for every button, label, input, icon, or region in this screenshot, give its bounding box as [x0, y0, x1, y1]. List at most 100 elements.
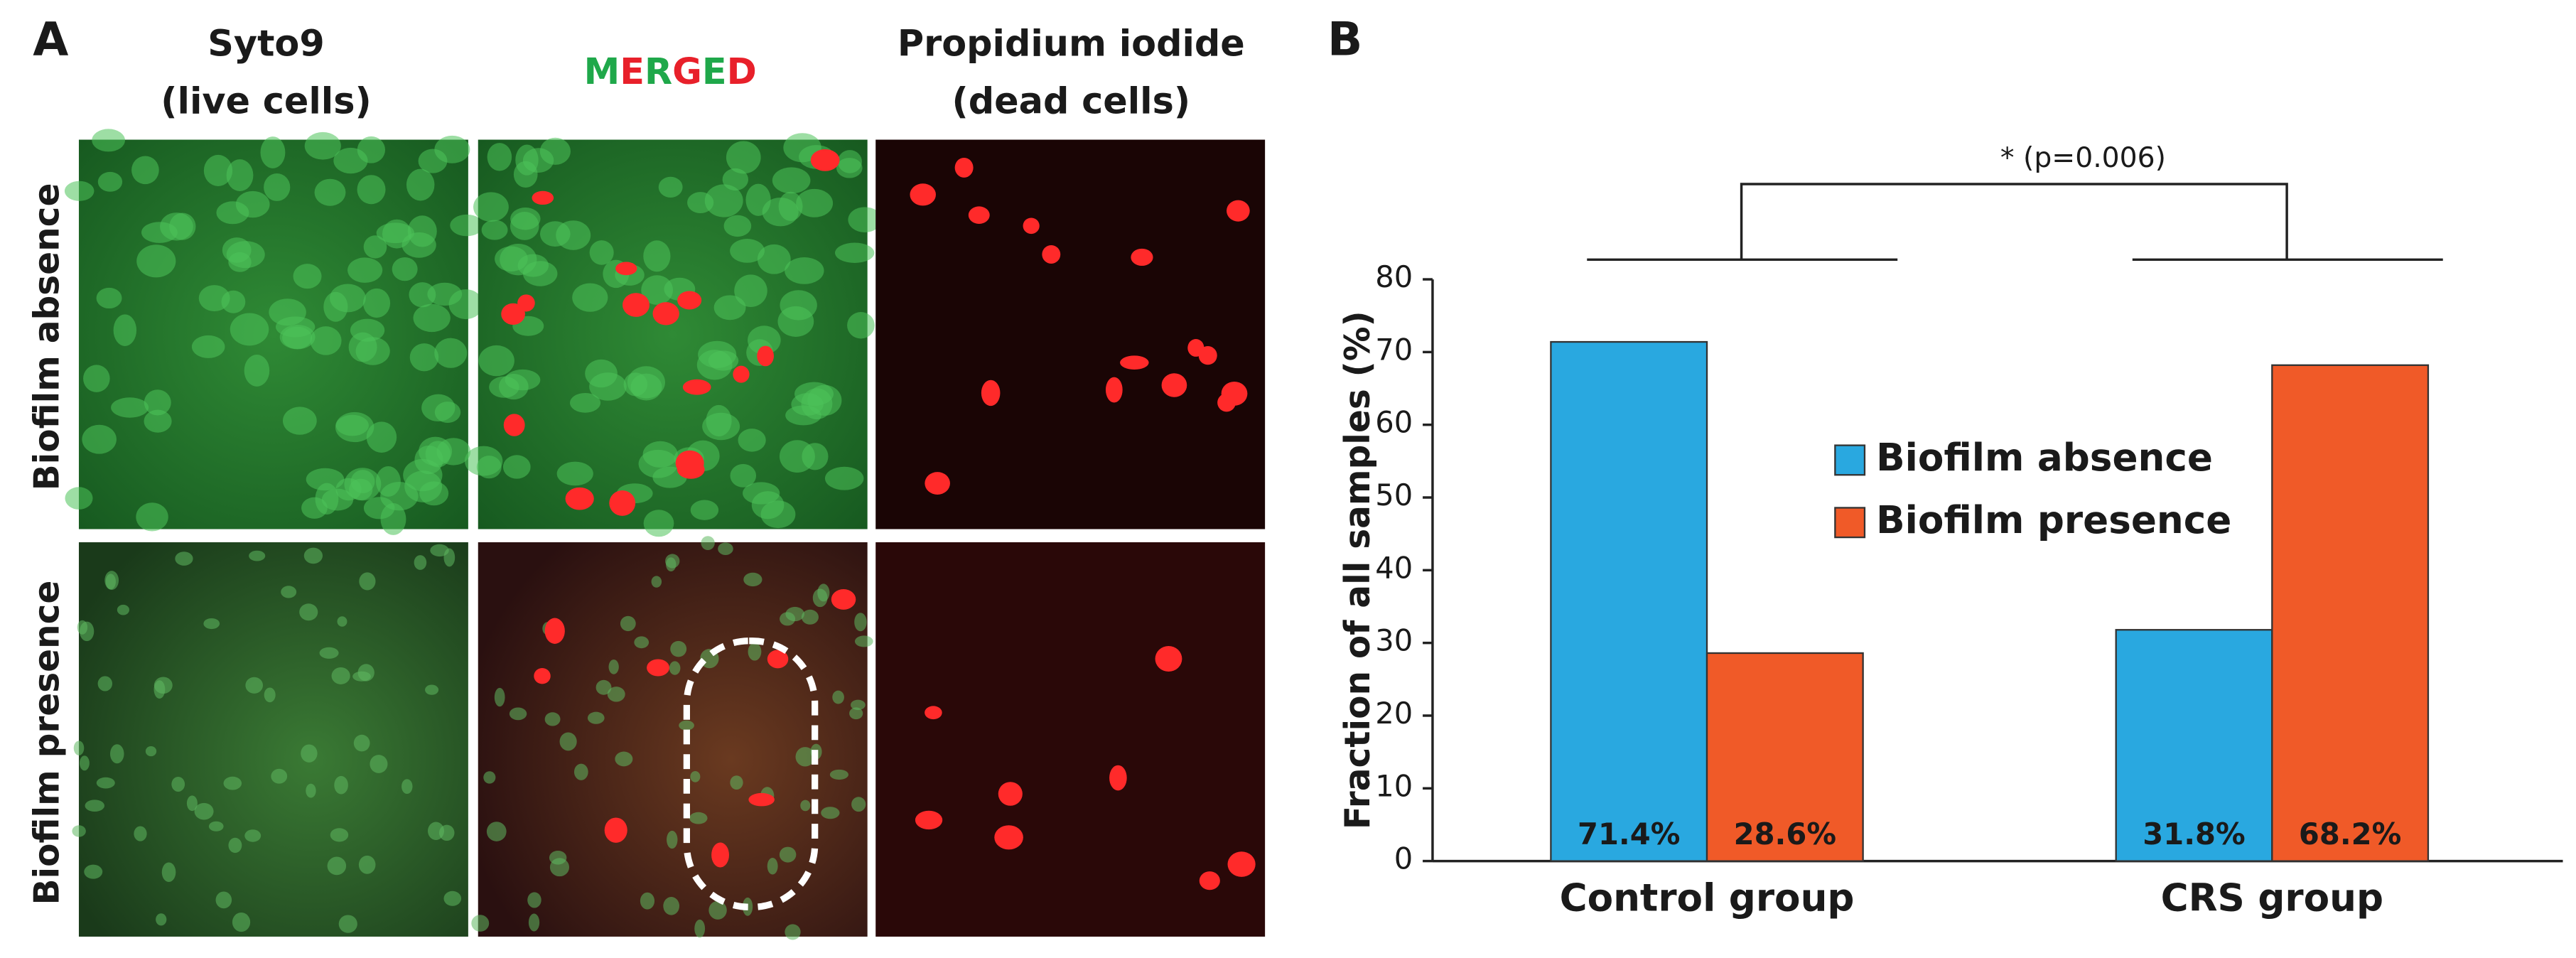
cell	[330, 284, 366, 313]
cell	[723, 215, 752, 237]
y-tick-label: 60	[1375, 405, 1413, 440]
cell	[104, 571, 119, 591]
cell	[136, 244, 176, 278]
dead-cell	[810, 149, 840, 171]
y-tick-label: 30	[1375, 623, 1413, 658]
cell	[743, 572, 762, 587]
cell	[223, 776, 242, 790]
cell	[800, 800, 811, 812]
cell	[851, 699, 866, 711]
cell	[271, 768, 288, 784]
micrograph	[478, 542, 868, 937]
cell	[303, 547, 323, 564]
cell	[160, 212, 193, 241]
dead-cell	[677, 291, 702, 310]
dead-cell	[910, 183, 936, 206]
cell	[669, 661, 681, 675]
cell	[226, 159, 254, 192]
cell	[779, 846, 797, 863]
cell	[471, 915, 490, 932]
cell	[402, 779, 413, 795]
dead-cell	[968, 206, 990, 224]
cell	[708, 350, 739, 371]
cell	[785, 257, 824, 284]
cell	[203, 618, 220, 630]
cell	[337, 616, 347, 627]
cell	[144, 389, 171, 416]
cell	[244, 829, 262, 842]
cell	[448, 289, 483, 320]
y-tick-label: 50	[1375, 478, 1413, 512]
cell	[425, 684, 439, 695]
cell	[587, 711, 605, 724]
cell	[363, 288, 391, 318]
dead-cell	[994, 825, 1023, 850]
cell	[153, 677, 173, 694]
dead-cell	[652, 302, 679, 325]
cell	[228, 252, 252, 272]
cell	[801, 609, 819, 625]
dead-cell	[925, 706, 942, 720]
dead-cell	[748, 792, 775, 807]
dead-cell	[544, 618, 565, 644]
cell	[215, 891, 232, 909]
value-label: 68.2%	[2299, 817, 2401, 851]
cell	[608, 659, 619, 674]
cell	[82, 424, 117, 454]
cell	[136, 502, 168, 532]
row-label: Biofilm presence	[27, 581, 67, 905]
cell	[269, 298, 306, 326]
dead-cell	[623, 293, 650, 317]
cell	[245, 677, 264, 694]
cell	[473, 192, 509, 222]
cell	[722, 168, 748, 191]
cell	[409, 282, 436, 308]
y-tick-label: 0	[1394, 841, 1413, 876]
cell	[730, 775, 743, 790]
cell	[807, 384, 842, 416]
cell	[777, 306, 814, 337]
cell	[556, 461, 593, 486]
dead-cell	[954, 157, 974, 178]
cell	[851, 797, 866, 812]
cell	[92, 129, 125, 152]
cell	[427, 822, 444, 840]
dead-cell	[615, 262, 637, 276]
cell	[748, 642, 762, 661]
dead-cell	[1199, 871, 1220, 890]
cell	[413, 303, 451, 333]
y-axis-label: Fraction of all samples (%)	[1338, 311, 1378, 829]
cell	[73, 741, 85, 755]
cell	[689, 812, 708, 824]
cell	[704, 184, 743, 217]
column-header: (dead cells)	[952, 80, 1191, 122]
cell	[244, 355, 270, 387]
cell	[175, 551, 193, 566]
dead-cell	[733, 365, 750, 383]
cell	[502, 455, 531, 479]
legend-label: Biofilm presence	[1876, 498, 2231, 542]
cell	[299, 603, 318, 621]
cell	[264, 687, 276, 703]
significance-bracket	[1587, 183, 2443, 262]
biofilm-outline	[683, 637, 819, 910]
cell	[573, 763, 588, 780]
cell	[706, 404, 732, 437]
cell	[829, 769, 848, 780]
cell	[357, 175, 386, 205]
cell	[730, 463, 757, 488]
cell	[293, 264, 322, 289]
cell	[281, 586, 297, 598]
cell	[330, 828, 349, 842]
cell	[795, 747, 815, 767]
cell	[670, 640, 687, 657]
bar	[1550, 340, 1708, 862]
cell	[301, 744, 318, 763]
cell	[494, 687, 505, 707]
cell	[335, 414, 369, 436]
cell	[96, 777, 115, 789]
bar	[1705, 652, 1864, 862]
dead-cell	[1105, 377, 1123, 403]
cell	[726, 141, 761, 174]
